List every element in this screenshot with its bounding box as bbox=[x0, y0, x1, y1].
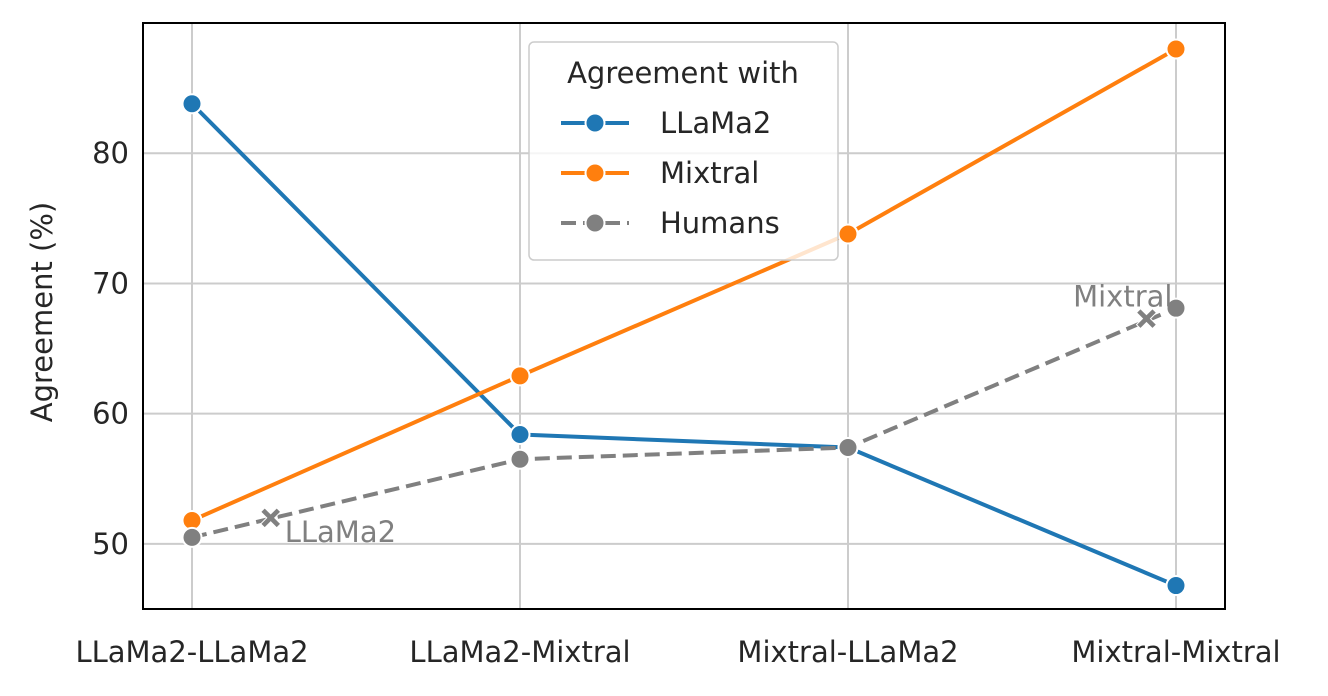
series-humans bbox=[181, 297, 1187, 548]
legend-entry-mixtral: Mixtral bbox=[561, 156, 759, 190]
tick-layer: 50 60 70 80 LLaMa2-LLaMa2 LLaMa2-Mixtral Mixtr… bbox=[75, 136, 1280, 669]
y-tick-label: 50 bbox=[92, 527, 129, 561]
series-llama2 bbox=[181, 93, 1187, 597]
x-tick-label: LLaMa2-LLaMa2 bbox=[75, 635, 308, 669]
series-layer bbox=[181, 38, 1187, 597]
legend-entry-humans: Humans bbox=[561, 206, 780, 240]
data-point-humans bbox=[509, 448, 531, 470]
data-point-llama2 bbox=[181, 93, 203, 115]
annotation-label: Mixtral bbox=[1073, 280, 1172, 314]
legend-title: Agreement with bbox=[567, 56, 799, 90]
x-tick-label: Mixtral-Mixtral bbox=[1071, 635, 1280, 669]
annotation-layer: LLaMa2 Mixtral bbox=[260, 280, 1172, 549]
annotation-label: LLaMa2 bbox=[285, 515, 396, 549]
legend-swatch-marker bbox=[584, 162, 606, 184]
legend-entry-llama2: LLaMa2 bbox=[561, 106, 771, 140]
data-point-llama2 bbox=[509, 424, 531, 446]
legend-label: Mixtral bbox=[660, 156, 759, 190]
series-line-mixtral bbox=[191, 47, 1177, 523]
legend-entries: LLaMa2 Mixtral Humans bbox=[561, 106, 780, 240]
data-point-humans bbox=[181, 526, 203, 548]
y-axis-title: Agreement (%) bbox=[25, 202, 59, 422]
series-line-llama2 bbox=[190, 102, 1177, 588]
data-point-mixtral bbox=[509, 365, 531, 387]
series-line-humans bbox=[191, 306, 1177, 540]
data-point-mixtral bbox=[837, 223, 859, 245]
y-tick-label: 70 bbox=[92, 266, 129, 300]
legend-label: Humans bbox=[660, 206, 780, 240]
legend-box bbox=[528, 41, 839, 261]
y-tick-label: 60 bbox=[92, 397, 129, 431]
legend-label: LLaMa2 bbox=[660, 106, 771, 140]
data-point-llama2 bbox=[1165, 575, 1187, 597]
data-point-humans bbox=[837, 437, 859, 459]
grid-layer bbox=[143, 23, 1225, 609]
x-tick-label: LLaMa2-Mixtral bbox=[409, 635, 630, 669]
data-point-humans bbox=[1165, 297, 1187, 319]
y-tick-label: 80 bbox=[92, 136, 129, 170]
legend-swatch-marker bbox=[584, 212, 606, 234]
data-point-mixtral bbox=[1165, 38, 1187, 60]
series-mixtral bbox=[181, 38, 1187, 531]
plot-frame bbox=[142, 22, 1226, 610]
legend-swatch-marker bbox=[584, 112, 606, 134]
annotation-marker bbox=[1135, 307, 1158, 330]
legend: Agreement with LLaMa2 Mixtral Humans bbox=[528, 41, 839, 261]
x-tick-label: Mixtral-LLaMa2 bbox=[737, 635, 958, 669]
annotation-marker bbox=[260, 507, 282, 529]
